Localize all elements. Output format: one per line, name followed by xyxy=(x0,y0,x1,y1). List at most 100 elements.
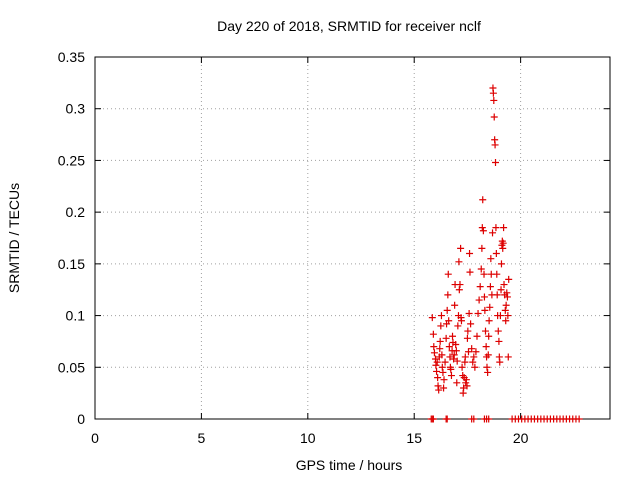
data-point xyxy=(492,224,500,232)
x-tick-label: 10 xyxy=(300,430,316,446)
data-point xyxy=(443,415,451,423)
data-point xyxy=(445,343,453,351)
data-point xyxy=(475,296,483,304)
data-point xyxy=(489,229,497,237)
data-point xyxy=(462,376,470,384)
data-point xyxy=(428,314,436,322)
data-point xyxy=(444,270,452,278)
data-point xyxy=(430,343,438,351)
y-axis-label: SRMTID / TECUs xyxy=(6,183,22,293)
data-point xyxy=(441,358,449,366)
data-point xyxy=(438,351,446,359)
data-point xyxy=(466,268,474,276)
data-point xyxy=(477,265,485,273)
data-point xyxy=(496,358,504,366)
x-tick-label: 20 xyxy=(513,430,529,446)
data-point xyxy=(476,283,484,291)
data-point xyxy=(472,348,480,356)
data-point xyxy=(479,196,487,204)
data-point xyxy=(454,322,462,330)
data-point xyxy=(433,358,441,366)
data-point xyxy=(447,365,455,373)
data-point xyxy=(453,379,461,387)
data-point xyxy=(433,367,441,375)
data-point xyxy=(500,281,508,289)
data-point xyxy=(469,358,477,366)
data-point xyxy=(496,312,504,320)
data-point xyxy=(450,355,458,363)
data-point xyxy=(461,353,469,361)
data-point xyxy=(486,283,494,291)
data-point xyxy=(501,306,509,314)
data-point xyxy=(470,353,478,361)
y-tick-label: 0.05 xyxy=(58,359,85,375)
data-point xyxy=(463,382,471,390)
data-point xyxy=(483,363,491,371)
data-point xyxy=(502,317,510,325)
data-point xyxy=(437,312,445,320)
data-point xyxy=(436,337,444,345)
x-axis-label: GPS time / hours xyxy=(296,457,403,473)
data-point xyxy=(462,379,470,387)
data-point xyxy=(434,382,442,390)
data-point xyxy=(434,374,442,382)
data-point xyxy=(502,301,510,309)
data-point xyxy=(482,327,490,335)
data-point xyxy=(451,301,459,309)
data-point xyxy=(464,348,472,356)
axis-ticks: 0 5 10 15 20 0 0.05 0.1 0.15 0.2 0.25 0.3 0.35 xyxy=(58,49,610,446)
data-point xyxy=(443,306,451,314)
data-point xyxy=(486,303,494,311)
grid-lines xyxy=(95,57,610,419)
y-tick-label: 0.25 xyxy=(58,152,85,168)
data-point xyxy=(500,224,508,232)
data-point xyxy=(456,281,464,289)
data-point xyxy=(468,345,476,353)
data-point xyxy=(430,349,438,357)
data-point xyxy=(485,332,493,340)
data-point xyxy=(478,244,486,252)
data-point xyxy=(444,291,452,299)
data-point xyxy=(436,345,444,353)
data-point xyxy=(473,332,481,340)
data-point xyxy=(455,286,463,294)
data-point xyxy=(431,355,439,363)
data-point xyxy=(463,334,471,342)
data-point xyxy=(457,317,465,325)
data-point xyxy=(465,310,473,318)
plot-area-border xyxy=(94,56,611,420)
data-point xyxy=(490,113,498,121)
data-point xyxy=(450,351,458,359)
data-point xyxy=(505,275,513,283)
data-point xyxy=(455,258,463,266)
data-point xyxy=(504,353,512,361)
data-point xyxy=(503,289,511,297)
chart-title: Day 220 of 2018, SRMTID for receiver ncl… xyxy=(217,18,481,34)
data-point xyxy=(497,260,505,268)
data-point xyxy=(482,343,490,351)
data-point xyxy=(457,244,465,252)
x-tick-label: 5 xyxy=(198,430,206,446)
y-tick-label: 0.35 xyxy=(58,49,85,65)
x-tick-label: 15 xyxy=(406,430,422,446)
data-point xyxy=(438,363,446,371)
data-point xyxy=(484,368,492,376)
data-point xyxy=(446,353,454,361)
data-point xyxy=(495,337,503,345)
data-points xyxy=(427,84,583,423)
data-point xyxy=(453,357,461,365)
data-point xyxy=(471,363,479,371)
x-tick-label: 0 xyxy=(91,430,99,446)
data-point xyxy=(481,306,489,314)
data-point xyxy=(445,317,453,325)
data-point xyxy=(492,158,500,166)
data-point xyxy=(470,415,478,423)
data-point xyxy=(489,89,497,97)
data-point xyxy=(447,372,455,380)
data-point xyxy=(494,327,502,335)
data-point xyxy=(452,341,460,349)
data-point xyxy=(474,310,482,318)
data-point xyxy=(485,317,493,325)
